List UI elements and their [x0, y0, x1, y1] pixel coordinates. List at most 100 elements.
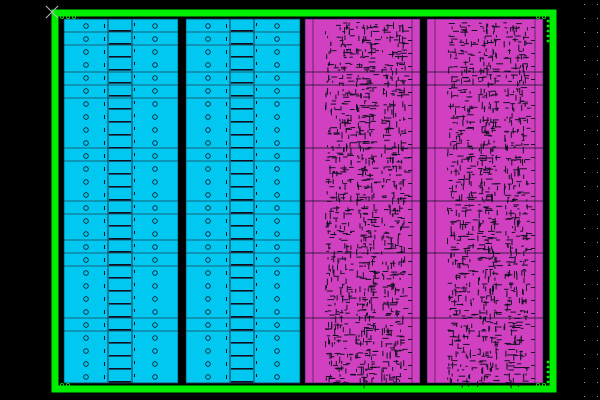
- logic-feature: [402, 287, 404, 294]
- bit-line: [109, 69, 131, 71]
- logic-feature: [361, 116, 367, 118]
- logic-feature: [349, 94, 355, 96]
- logic-feature: [364, 299, 366, 302]
- grid-dot: [597, 284, 598, 285]
- via-circle: [274, 335, 280, 341]
- logic-feature: [372, 377, 374, 380]
- logic-feature: [486, 119, 488, 124]
- grid-dot: [597, 312, 598, 313]
- pad-ring: [536, 382, 541, 387]
- logic-feature: [464, 61, 466, 66]
- logic-feature: [388, 285, 395, 287]
- logic-feature: [449, 315, 451, 318]
- contact: [226, 154, 227, 158]
- logic-feature: [345, 278, 347, 284]
- logic-feature: [344, 35, 346, 40]
- logic-feature: [368, 93, 370, 100]
- logic-feature: [482, 301, 489, 303]
- logic-feature: [494, 191, 496, 196]
- logic-feature: [490, 351, 492, 354]
- logic-feature: [349, 354, 352, 356]
- logic-feature: [514, 271, 515, 278]
- via-circle: [205, 88, 211, 94]
- logic-feature: [342, 382, 349, 384]
- logic-feature: [513, 204, 519, 206]
- logic-feature: [514, 159, 517, 161]
- logic-feature: [504, 185, 506, 189]
- contact: [226, 336, 227, 340]
- logic-feature: [454, 106, 461, 108]
- logic-feature: [404, 169, 406, 173]
- logic-feature: [329, 237, 335, 238]
- logic-feature: [400, 226, 401, 231]
- logic-feature: [508, 212, 515, 214]
- logic-feature: [341, 122, 348, 124]
- logic-feature: [493, 140, 495, 143]
- logic-feature: [330, 374, 332, 379]
- logic-feature: [469, 78, 470, 82]
- logic-feature: [493, 270, 495, 276]
- bit-line: [109, 147, 131, 149]
- logic-feature: [448, 105, 454, 107]
- logic-feature: [478, 204, 481, 206]
- logic-feature: [365, 196, 367, 200]
- logic-feature: [367, 287, 369, 292]
- logic-feature: [486, 69, 488, 76]
- logic-feature: [453, 231, 455, 237]
- logic-feature: [356, 369, 357, 372]
- logic-feature: [483, 285, 485, 289]
- via-circle: [152, 49, 158, 55]
- logic-feature: [327, 88, 329, 93]
- logic-feature: [511, 113, 513, 117]
- logic-feature: [482, 220, 484, 224]
- pin: [531, 300, 535, 301]
- via-circle: [152, 179, 158, 185]
- logic-feature: [393, 343, 395, 350]
- logic-feature: [400, 263, 402, 267]
- logic-feature: [331, 50, 337, 52]
- logic-feature: [401, 56, 403, 61]
- logic-feature: [395, 289, 400, 291]
- logic-feature: [366, 330, 368, 338]
- logic-feature: [349, 28, 354, 30]
- contact: [256, 361, 257, 364]
- logic-feature: [390, 243, 392, 248]
- logic-feature: [331, 277, 333, 282]
- logic-feature: [332, 207, 339, 209]
- logic-feature: [503, 374, 510, 376]
- logic-feature: [451, 322, 458, 324]
- logic-feature: [519, 117, 527, 119]
- logic-feature: [507, 196, 510, 198]
- logic-feature: [359, 262, 363, 264]
- via-circle: [205, 153, 211, 159]
- logic-feature: [523, 269, 526, 270]
- logic-feature: [347, 153, 353, 155]
- logic-feature: [480, 170, 482, 175]
- logic-feature: [509, 317, 511, 320]
- logic-feature: [495, 349, 499, 351]
- logic-feature: [455, 287, 460, 289]
- chip-boundary[interactable]: [51, 9, 557, 393]
- logic-feature: [327, 64, 335, 66]
- logic-feature: [403, 220, 405, 225]
- logic-feature: [371, 224, 375, 226]
- logic-feature: [387, 243, 394, 245]
- pin: [531, 105, 535, 106]
- logic-feature: [505, 205, 507, 210]
- logic-feature: [390, 93, 395, 95]
- logic-feature: [384, 83, 390, 85]
- logic-feature: [478, 282, 480, 286]
- pad-dot: [55, 34, 59, 38]
- logic-feature: [454, 299, 456, 307]
- logic-feature: [366, 329, 373, 331]
- logic-feature: [358, 156, 360, 159]
- via-circle: [205, 309, 211, 315]
- logic-feature: [485, 335, 487, 341]
- logic-feature: [403, 369, 407, 370]
- bit-line: [231, 238, 253, 240]
- logic-feature: [363, 24, 365, 29]
- logic-feature: [510, 28, 512, 32]
- logic-feature: [363, 376, 365, 383]
- logic-feature: [452, 360, 458, 362]
